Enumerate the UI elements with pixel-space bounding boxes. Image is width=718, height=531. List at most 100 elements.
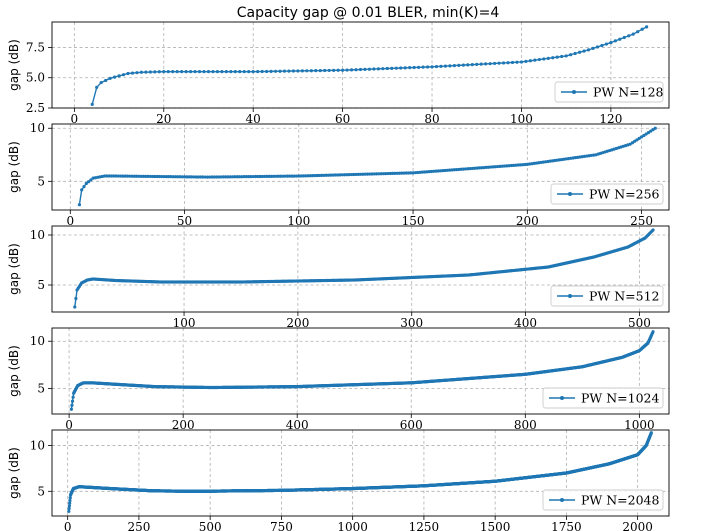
data-point bbox=[260, 69, 264, 74]
data-point bbox=[412, 65, 416, 70]
data-point bbox=[347, 173, 351, 177]
data-point bbox=[262, 174, 267, 179]
data-point bbox=[153, 70, 157, 74]
data-point bbox=[519, 60, 524, 64]
data-point bbox=[577, 50, 582, 54]
series-markers bbox=[69, 330, 655, 411]
data-point bbox=[475, 62, 479, 66]
subplot-1024: 0 200 400 600 800 1000 5 10 gap (dB) PW N=1024 bbox=[7, 327, 670, 432]
data-point bbox=[180, 70, 184, 74]
data-point bbox=[82, 185, 86, 189]
data-point bbox=[533, 58, 537, 62]
data-point bbox=[296, 69, 300, 73]
data-point bbox=[95, 85, 99, 90]
data-point bbox=[329, 173, 333, 177]
data-point bbox=[514, 163, 518, 167]
data-point bbox=[135, 71, 139, 75]
data-point bbox=[609, 40, 613, 45]
data-point bbox=[278, 174, 283, 178]
data-point bbox=[489, 165, 493, 169]
data-point bbox=[649, 431, 653, 435]
data-point bbox=[292, 174, 296, 178]
data-point bbox=[336, 173, 340, 177]
data-point bbox=[484, 165, 488, 169]
data-point bbox=[466, 63, 470, 67]
data-point bbox=[636, 30, 640, 34]
x-tick-label: 0 bbox=[64, 520, 72, 531]
plot-frame bbox=[51, 429, 670, 517]
series-256 bbox=[77, 126, 657, 207]
data-point bbox=[251, 70, 255, 74]
data-point bbox=[164, 175, 168, 179]
x-tick-label: 400 bbox=[286, 418, 309, 432]
data-point bbox=[205, 175, 209, 179]
legend-box bbox=[550, 285, 664, 307]
data-point bbox=[582, 49, 586, 53]
subplot-128: 0 20 40 60 80 100 120 2.5 5.0 7.5 gap (dB) PW N=128 bbox=[7, 21, 670, 126]
data-point bbox=[377, 172, 381, 176]
legend-label: PW N=2048 bbox=[581, 493, 660, 508]
subplot-2048: 0 250 500 750 1000 1250 1500 1750 2000 5 10 gap (dB… bbox=[7, 429, 670, 531]
data-point bbox=[361, 172, 365, 176]
data-point bbox=[306, 174, 310, 178]
data-point bbox=[372, 67, 376, 71]
data-point bbox=[220, 70, 224, 74]
subplot-512: 100 200 300 400 500 5 10 gap (dB) PW N=512 bbox=[7, 225, 670, 330]
data-point bbox=[358, 172, 363, 176]
data-point bbox=[67, 507, 71, 511]
data-point bbox=[282, 69, 287, 73]
data-point bbox=[294, 174, 299, 178]
data-point bbox=[332, 68, 336, 72]
x-tick-label: 120 bbox=[599, 112, 622, 126]
data-point bbox=[422, 170, 427, 174]
data-point bbox=[80, 188, 84, 192]
data-point bbox=[512, 163, 516, 167]
data-point bbox=[403, 66, 407, 70]
data-point bbox=[184, 70, 188, 74]
data-point bbox=[651, 228, 655, 232]
x-tick-label: 200 bbox=[172, 418, 195, 432]
data-point bbox=[379, 172, 383, 176]
y-axis-label: gap (dB) bbox=[7, 345, 21, 397]
legend: PW N=512 bbox=[550, 285, 664, 307]
data-point bbox=[448, 64, 452, 68]
data-point bbox=[390, 66, 394, 70]
data-point bbox=[102, 174, 107, 178]
x-tick-label: 500 bbox=[199, 520, 222, 531]
data-point bbox=[631, 32, 635, 36]
data-point bbox=[253, 174, 257, 179]
data-point bbox=[69, 407, 73, 411]
data-point bbox=[197, 70, 202, 74]
data-point bbox=[178, 175, 182, 179]
data-point bbox=[505, 164, 509, 168]
series-128 bbox=[90, 25, 649, 106]
data-point bbox=[340, 173, 344, 177]
legend: PW N=2048 bbox=[542, 489, 664, 511]
data-point bbox=[635, 138, 639, 142]
data-point bbox=[244, 175, 248, 179]
data-point bbox=[169, 175, 173, 179]
data-point bbox=[308, 174, 312, 178]
data-point bbox=[214, 175, 219, 179]
x-tick-label: 1000 bbox=[337, 520, 368, 531]
data-point bbox=[393, 171, 397, 175]
data-point bbox=[148, 174, 152, 179]
data-point bbox=[265, 174, 269, 178]
data-point bbox=[411, 171, 415, 175]
data-point bbox=[324, 173, 328, 177]
data-point bbox=[399, 66, 403, 70]
data-point bbox=[185, 175, 189, 179]
data-point bbox=[123, 174, 127, 178]
data-point bbox=[180, 175, 184, 179]
data-point bbox=[242, 70, 246, 74]
data-point bbox=[247, 70, 251, 74]
data-point bbox=[313, 173, 317, 178]
data-point bbox=[157, 174, 161, 179]
data-point bbox=[524, 59, 528, 63]
data-point bbox=[338, 173, 342, 177]
data-point bbox=[148, 70, 152, 74]
chart-title: Capacity gap @ 0.01 BLER, min(K)=4 bbox=[237, 5, 500, 21]
data-point bbox=[523, 162, 527, 167]
data-point bbox=[118, 174, 123, 178]
data-point bbox=[176, 175, 180, 179]
